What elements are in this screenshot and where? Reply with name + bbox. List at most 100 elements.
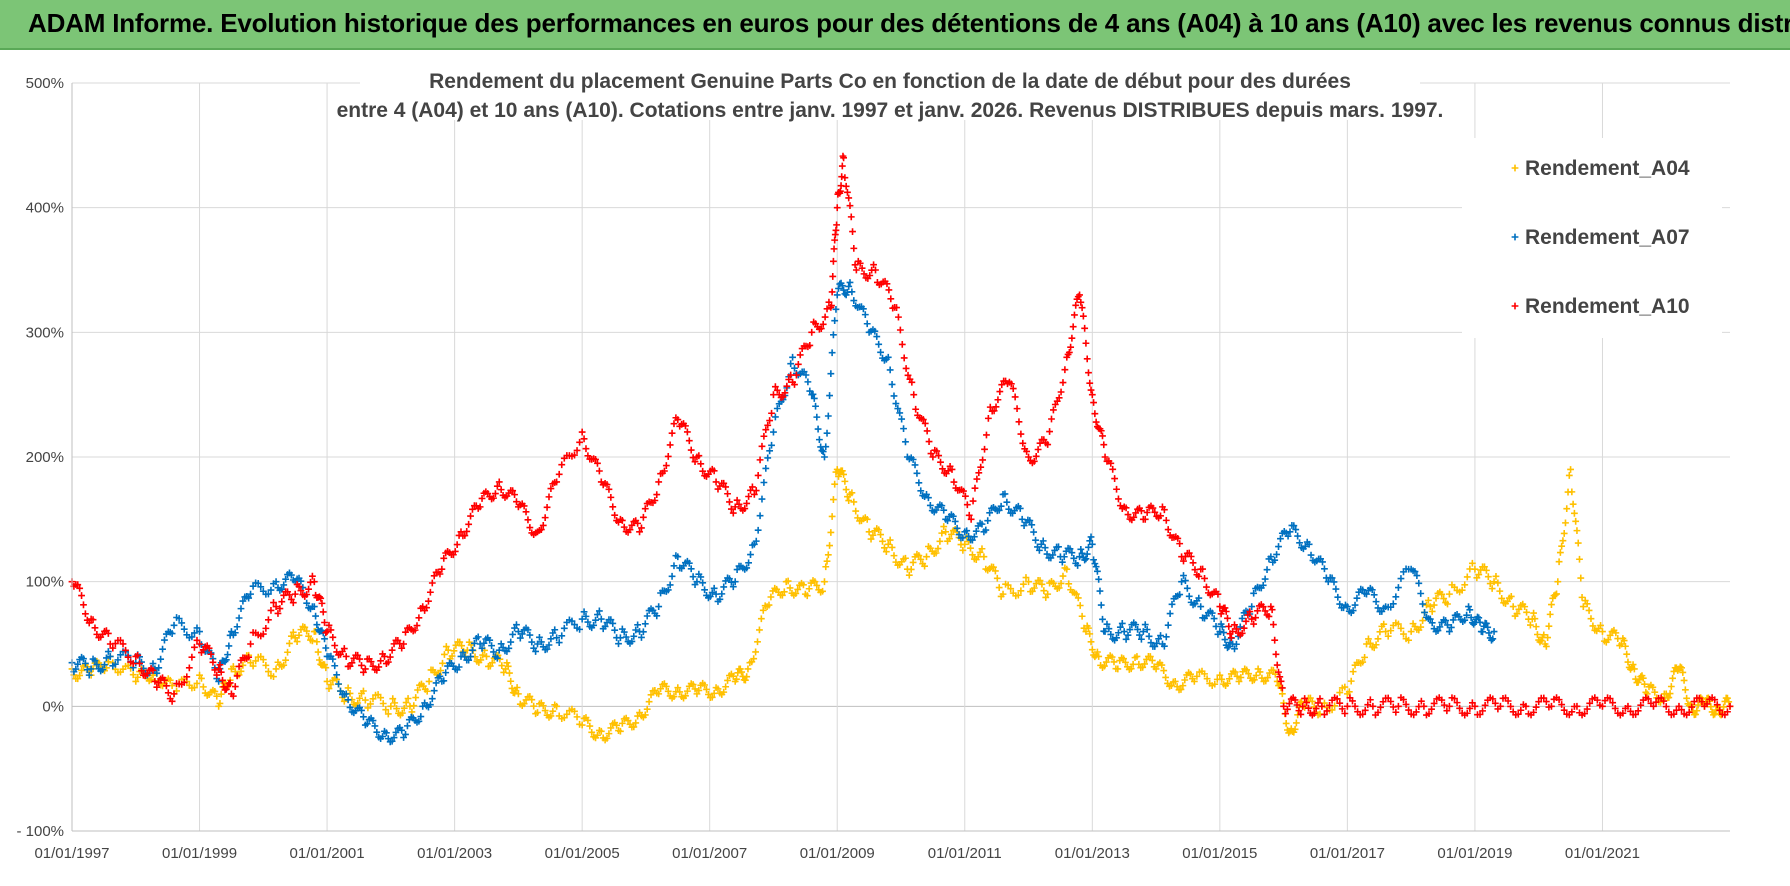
- data-point: [1387, 603, 1395, 611]
- data-point: [869, 531, 877, 539]
- data-point: [1076, 291, 1083, 299]
- data-point: [741, 505, 749, 512]
- data-point: [1476, 711, 1484, 718]
- data-point: [327, 681, 335, 689]
- data-point: [687, 565, 695, 573]
- data-point: [1688, 703, 1696, 711]
- data-point: [1665, 694, 1673, 701]
- data-point: [1389, 600, 1397, 608]
- data-point: [783, 382, 791, 390]
- data-point: [683, 428, 691, 436]
- data-point: [618, 719, 626, 727]
- data-point: [498, 662, 506, 669]
- data-point: [1136, 631, 1143, 639]
- data-point: [1141, 515, 1149, 523]
- data-point: [639, 513, 647, 521]
- data-point: [1412, 708, 1420, 716]
- data-point: [497, 486, 505, 494]
- data-point: [291, 590, 299, 598]
- data-point: [1105, 625, 1113, 633]
- data-point: [1690, 698, 1698, 705]
- data-point: [1629, 661, 1637, 668]
- data-point: [1366, 696, 1374, 704]
- data-point: [1180, 557, 1187, 565]
- data-point: [756, 456, 764, 464]
- data-point: [1171, 678, 1179, 685]
- data-point: [582, 445, 590, 453]
- data-point: [758, 495, 766, 503]
- data-point: [996, 388, 1004, 395]
- scatter-chart: 500% 400% 300% 200% 100% 0% - 100% 01/01/1997 01…: [16, 62, 1734, 862]
- data-point: [580, 608, 588, 616]
- data-point: [1122, 635, 1130, 643]
- data-point: [712, 590, 720, 598]
- data-point: [1496, 587, 1504, 595]
- data-point: [1641, 680, 1648, 688]
- data-point: [1662, 703, 1670, 710]
- data-point: [520, 700, 528, 708]
- data-point: [1030, 457, 1038, 465]
- data-point: [122, 646, 129, 654]
- data-point: [1074, 594, 1082, 602]
- data-point: [647, 691, 655, 699]
- data-point: [960, 487, 967, 495]
- data-point: [1347, 677, 1355, 685]
- data-point: [91, 657, 99, 664]
- data-point: [809, 390, 817, 398]
- data-point: [1651, 688, 1659, 696]
- data-point: [423, 687, 431, 695]
- data-point: [1235, 678, 1243, 685]
- data-point: [720, 583, 728, 591]
- data-point: [1583, 600, 1591, 608]
- data-point: [1716, 706, 1724, 714]
- data-point: [444, 646, 452, 654]
- data-point: [580, 435, 588, 443]
- data-point: [1509, 603, 1517, 610]
- data-point: [74, 581, 82, 589]
- data-point: [166, 676, 174, 684]
- data-point: [513, 498, 520, 506]
- data-point: [528, 696, 536, 704]
- data-point: [1620, 637, 1628, 644]
- data-point: [1238, 629, 1246, 637]
- data-point: [369, 662, 377, 670]
- data-point: [1227, 634, 1235, 642]
- data-point: [432, 679, 440, 687]
- data-point: [1090, 399, 1097, 406]
- chart-area: 500% 400% 300% 200% 100% 0% - 100% 01/01/1997 01…: [0, 50, 1790, 886]
- data-point: [323, 678, 331, 685]
- data-point: [661, 467, 668, 475]
- data-point: [973, 475, 981, 483]
- data-point: [85, 619, 93, 627]
- data-point: [410, 702, 418, 710]
- data-point: [393, 705, 400, 712]
- data-point: [1622, 642, 1629, 650]
- data-point: [603, 734, 611, 742]
- data-point: [1507, 703, 1515, 710]
- data-point: [1083, 550, 1091, 558]
- data-point: [149, 660, 157, 667]
- data-point: [1216, 603, 1224, 610]
- data-point: [1174, 535, 1182, 542]
- data-point: [1040, 587, 1048, 595]
- legend: Rendement_A04 Rendement_A07 Rendement_A10: [1462, 138, 1722, 338]
- data-point: [1094, 648, 1101, 656]
- data-point: [1565, 472, 1573, 479]
- data-point: [822, 443, 830, 451]
- data-point: [400, 640, 407, 648]
- data-point: [762, 464, 770, 472]
- data-point: [840, 471, 848, 478]
- data-point: [923, 427, 931, 435]
- data-point: [791, 381, 798, 388]
- data-point: [103, 654, 110, 662]
- data-point: [1366, 639, 1374, 647]
- data-point: [1035, 546, 1043, 554]
- data-point: [796, 351, 804, 359]
- data-point: [893, 304, 900, 311]
- data-point: [1419, 617, 1427, 625]
- data-point: [1428, 705, 1435, 713]
- data-point: [1060, 553, 1068, 561]
- data-point: [904, 371, 912, 379]
- data-point: [1114, 665, 1122, 673]
- data-point: [1295, 707, 1303, 715]
